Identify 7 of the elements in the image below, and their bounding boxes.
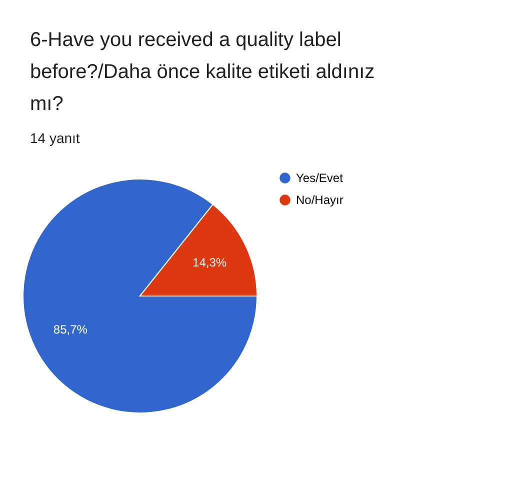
data-label: 85,7% [53, 322, 88, 337]
chart-subtitle: 14 yanıt [30, 130, 80, 146]
legend-label: No/Hayır [296, 193, 344, 207]
data-label: 14,3% [192, 255, 227, 270]
pie-slice [22, 178, 258, 414]
chart-title: 6-Have you received a quality label before?/Daha önce kalite etiketi aldınız mı? [30, 29, 375, 115]
legend-label: Yes/Evet [296, 171, 344, 185]
